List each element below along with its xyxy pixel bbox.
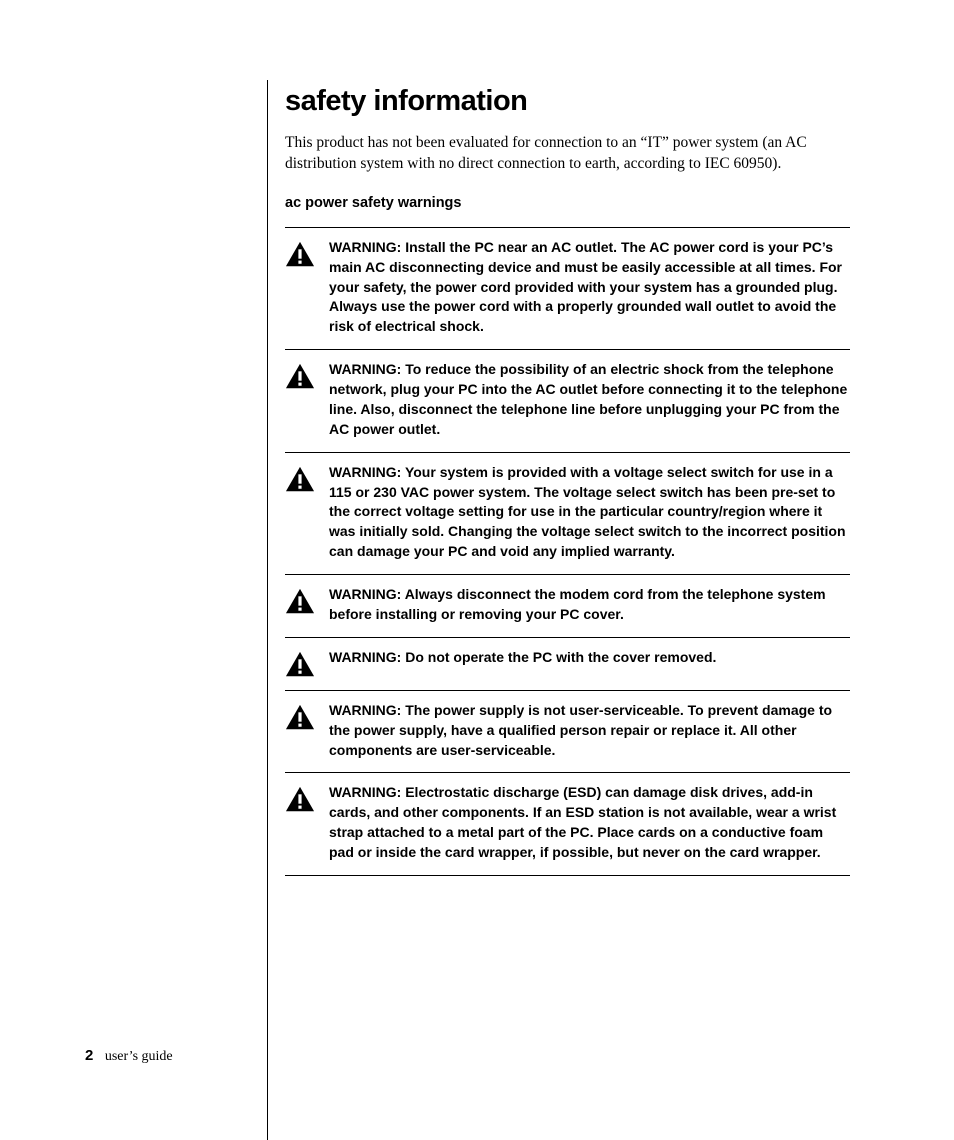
warning-icon-wrap [285, 587, 315, 615]
warning-text: WARNING: Electrostatic discharge (ESD) c… [329, 783, 850, 863]
warning-block: WARNING: Electrostatic discharge (ESD) c… [285, 772, 850, 876]
warning-text: WARNING: Your system is provided with a … [329, 463, 850, 562]
warning-block: WARNING: Your system is provided with a … [285, 452, 850, 574]
warning-text: WARNING: Always disconnect the modem cor… [329, 585, 850, 625]
warning-text: WARNING: Install the PC near an AC outle… [329, 238, 850, 337]
warning-icon [285, 362, 315, 390]
warning-icon [285, 650, 315, 678]
page-footer: 2 user’s guide [85, 1047, 173, 1065]
intro-paragraph: This product has not been evaluated for … [285, 132, 850, 175]
warning-icon [285, 465, 315, 493]
warning-block: WARNING: Install the PC near an AC outle… [285, 227, 850, 349]
document-page: safety information This product has not … [0, 0, 954, 1123]
warning-icon-wrap [285, 650, 315, 678]
section-subhead: ac power safety warnings [285, 195, 850, 211]
document-label: user’s guide [105, 1049, 173, 1064]
warning-icon-wrap [285, 465, 315, 493]
warning-block: WARNING: The power supply is not user-se… [285, 690, 850, 773]
page-title: safety information [285, 85, 850, 118]
warning-icon-wrap [285, 703, 315, 731]
warning-icon [285, 587, 315, 615]
warning-icon [285, 703, 315, 731]
warnings-list: WARNING: Install the PC near an AC outle… [285, 227, 850, 876]
warning-block: WARNING: To reduce the possibility of an… [285, 349, 850, 452]
warning-icon [285, 240, 315, 268]
content-column: safety information This product has not … [285, 85, 850, 876]
warning-text: WARNING: The power supply is not user-se… [329, 701, 850, 761]
warning-icon-wrap [285, 362, 315, 390]
page-number: 2 [85, 1047, 93, 1064]
warning-block: WARNING: Always disconnect the modem cor… [285, 574, 850, 637]
warning-text: WARNING: Do not operate the PC with the … [329, 648, 850, 668]
warning-icon-wrap [285, 240, 315, 268]
warning-icon [285, 785, 315, 813]
vertical-rule [267, 80, 268, 1140]
warning-block: WARNING: Do not operate the PC with the … [285, 637, 850, 690]
warning-text: WARNING: To reduce the possibility of an… [329, 360, 850, 440]
warning-icon-wrap [285, 785, 315, 813]
